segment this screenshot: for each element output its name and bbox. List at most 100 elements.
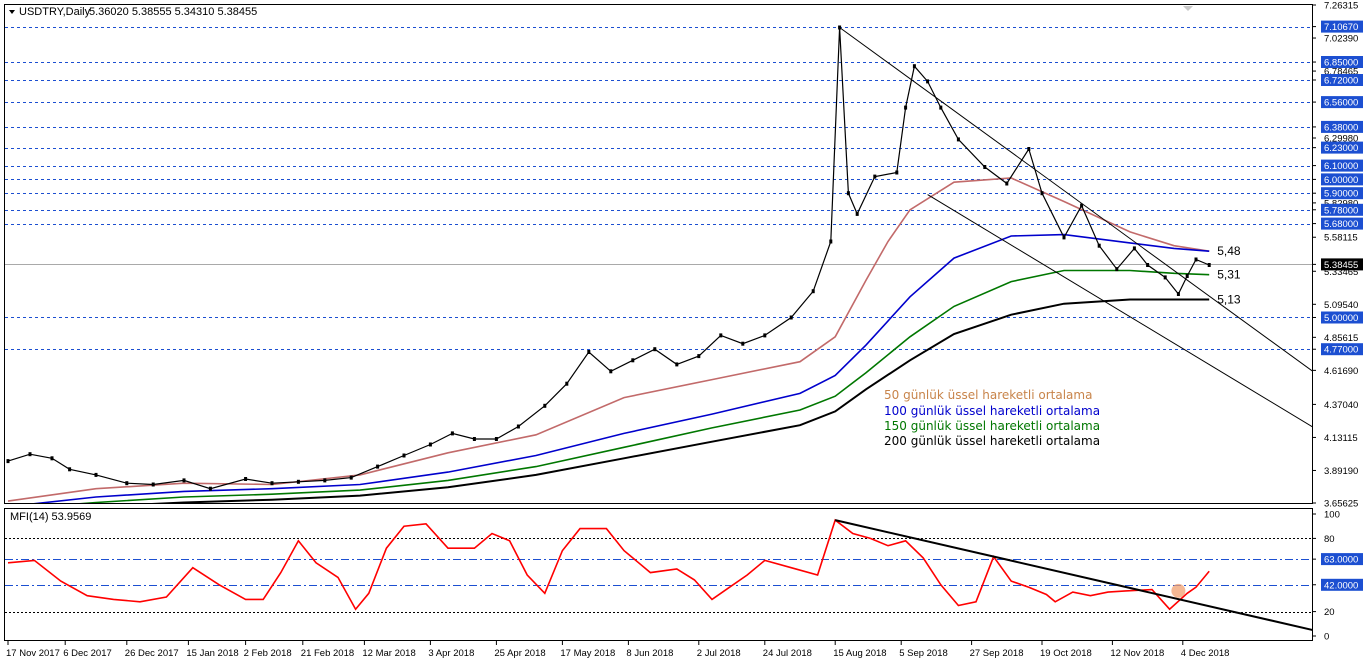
price-point-12	[323, 478, 327, 483]
mfi-tick-5: 0	[1324, 632, 1329, 643]
mfi-tick-2: 63.0000	[1324, 555, 1358, 566]
time-tick-5: 21 Feb 2018	[301, 648, 354, 659]
ema-line-2	[79, 269, 1210, 503]
mfi-tick-box-2	[1321, 553, 1363, 566]
symbol-label: USDTRY,Daily	[19, 6, 91, 18]
price-point-36	[846, 191, 850, 196]
price-tick-12: 5.90000	[1324, 189, 1358, 200]
price-point-18	[472, 437, 476, 441]
price-point-53	[1132, 246, 1136, 251]
price-point-31	[763, 333, 767, 338]
legend-ema150: 150 günlük üssel hareketli ortalama	[884, 419, 1100, 433]
price-series	[6, 25, 1211, 491]
price-tick-box-3	[1321, 56, 1363, 68]
mfi-label: MFI(14) 53.9569	[10, 511, 91, 523]
price-point-38	[873, 174, 877, 179]
time-tick-0: 17 Nov 2017	[6, 648, 60, 659]
trend-line-1	[927, 194, 1312, 428]
price-point-15	[402, 453, 406, 458]
time-tick-16: 19 Oct 2018	[1040, 648, 1092, 659]
price-tick-10: 6.10000	[1324, 161, 1358, 172]
price-point-55	[1163, 275, 1167, 280]
price-point-24	[609, 369, 613, 374]
mfi-series	[7, 518, 1312, 631]
price-point-39	[895, 170, 899, 175]
price-point-17	[450, 431, 454, 436]
mfi-tick-1: 80	[1324, 534, 1335, 545]
time-tick-15: 27 Sep 2018	[970, 648, 1024, 659]
price-tick-21: 4.85615	[1324, 333, 1358, 344]
price-point-29	[719, 333, 723, 338]
price-tick-7: 6.38000	[1324, 122, 1358, 133]
legend: 50 günlük üssel hareketli ortalama 100 g…	[884, 388, 1100, 448]
price-tick-9: 6.23000	[1324, 143, 1358, 154]
price-point-43	[939, 105, 943, 110]
price-tick-22: 4.77000	[1324, 345, 1358, 356]
symbol-menu-icon[interactable]	[9, 10, 15, 14]
price-tick-box-11	[1321, 173, 1363, 186]
price-tick-6: 6.56000	[1324, 98, 1358, 109]
price-point-10	[270, 481, 274, 486]
time-tick-1: 6 Dec 2017	[63, 648, 112, 659]
time-tick-2: 26 Dec 2017	[125, 648, 179, 659]
price-tick-0: 7.26315	[1324, 1, 1358, 12]
time-tick-11: 2 Jul 2018	[697, 648, 741, 659]
time-tick-9: 17 May 2018	[560, 648, 615, 659]
legend-ema200: 200 günlük üssel hareketli ortalama	[884, 434, 1100, 448]
price-tick-box-15	[1321, 217, 1363, 230]
time-tick-14: 5 Sep 2018	[899, 648, 948, 659]
mfi-trend-line-0	[834, 519, 1312, 631]
ema-line-3	[151, 298, 1210, 503]
price-tick-1: 7.10670	[1324, 22, 1358, 33]
trend-channel	[839, 27, 1312, 428]
collapse-arrow-icon[interactable]	[1183, 6, 1193, 11]
price-tick-19: 5.09540	[1324, 300, 1358, 311]
price-point-45	[983, 165, 987, 169]
price-point-13	[349, 475, 353, 480]
price-point-28	[697, 354, 701, 359]
price-point-48	[1040, 191, 1044, 196]
price-point-44	[956, 137, 960, 142]
price-pane-frame	[4, 4, 1313, 504]
ohlc-values: 5.36020 5.38555 5.34310 5.38455	[89, 6, 257, 18]
price-point-42	[926, 79, 930, 84]
price-tick-box-14	[1321, 203, 1363, 216]
time-axis: 17 Nov 2017 6 Dec 2017 26 Dec 2017 15 Jan 2…	[6, 640, 1229, 659]
price-point-47	[1027, 147, 1031, 151]
time-tick-7: 3 Apr 2018	[428, 648, 474, 659]
price-point-33	[811, 289, 815, 294]
price-tick-17: 5.38455	[1324, 260, 1358, 271]
price-point-46	[1005, 181, 1009, 186]
price-point-56	[1176, 292, 1180, 296]
price-point-52	[1115, 267, 1119, 272]
ma-end-label-0: 5,48	[1217, 244, 1241, 258]
ema-line-1	[33, 233, 1210, 503]
price-point-3	[68, 467, 72, 472]
price-point-5	[125, 481, 129, 486]
time-tick-4: 2 Feb 2018	[244, 648, 292, 659]
price-tick-27: 3.65625	[1324, 499, 1358, 510]
price-tick-5: 6.72000	[1324, 76, 1358, 87]
mfi-line	[7, 518, 1210, 611]
price-point-54	[1146, 263, 1150, 267]
price-tick-16: 5.58115	[1324, 233, 1358, 244]
time-tick-10: 8 Jun 2018	[626, 648, 673, 659]
mfi-tick-3: 42.0000	[1324, 580, 1358, 591]
horizontal-levels	[5, 27, 1312, 350]
price-point-23	[587, 350, 591, 354]
price-tick-26: 3.89190	[1324, 466, 1358, 477]
price-point-25	[631, 358, 635, 363]
price-tick-14: 5.78000	[1324, 205, 1358, 216]
price-tick-3: 6.85000	[1324, 58, 1358, 69]
price-tick-11: 6.00000	[1324, 175, 1358, 186]
price-point-7	[182, 478, 186, 483]
price-point-1	[28, 452, 32, 457]
price-tick-4: 6.78465	[1324, 67, 1358, 78]
price-point-11	[296, 479, 300, 484]
price-tick-20: 5.00000	[1324, 313, 1358, 324]
price-point-37	[855, 211, 859, 216]
moving-averages	[7, 177, 1210, 503]
price-point-20	[516, 424, 520, 429]
